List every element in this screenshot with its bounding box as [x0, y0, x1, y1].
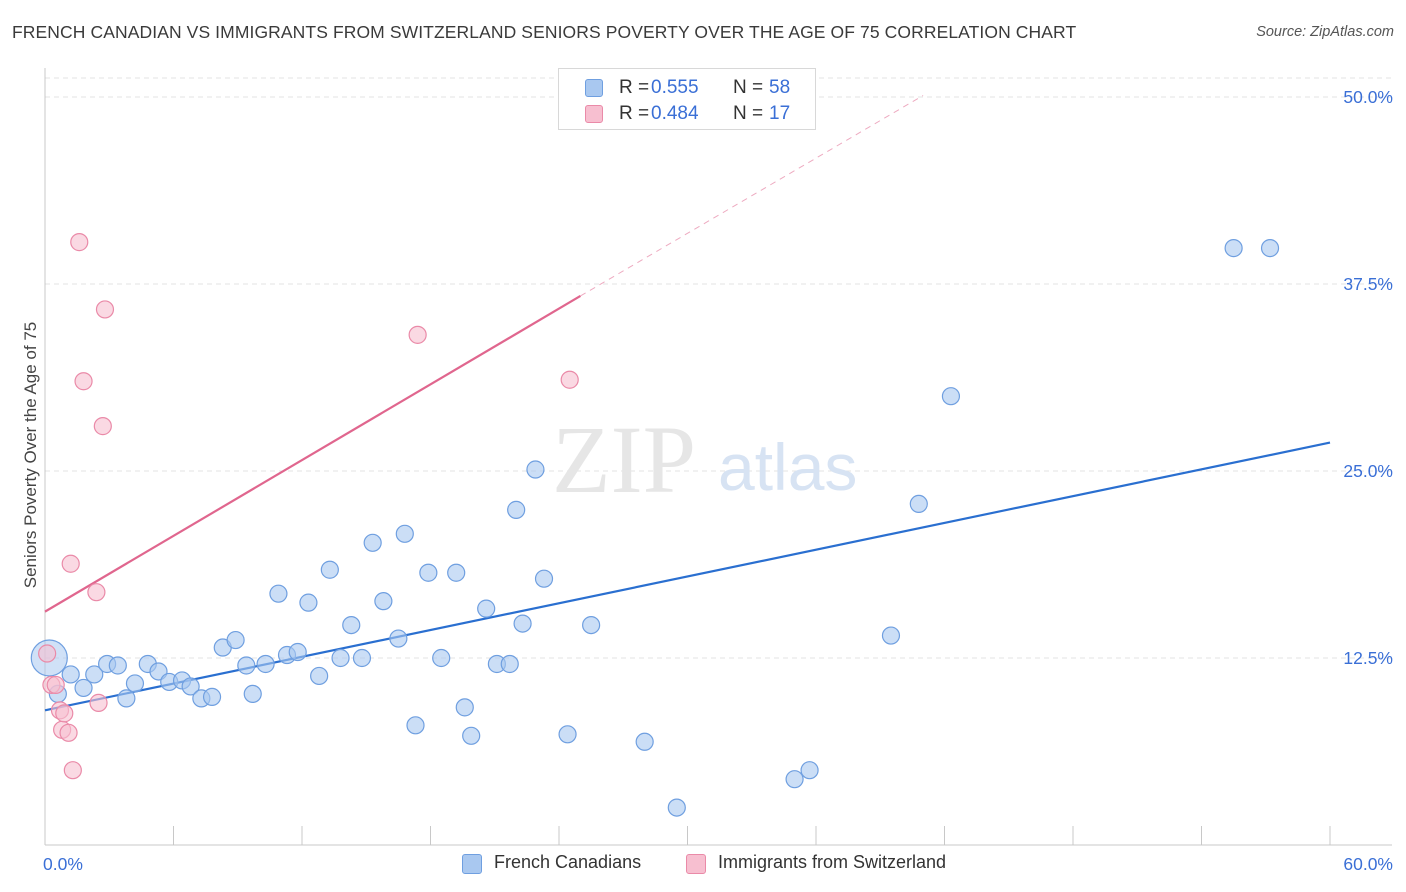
r-label: R = [619, 77, 650, 98]
data-point [95, 300, 115, 319]
watermark-zip: ZIP [552, 406, 696, 513]
data-point [909, 494, 928, 514]
legend-swatch-blue [585, 79, 603, 97]
data-point [125, 674, 145, 693]
data-point [320, 560, 339, 579]
data-point [582, 615, 601, 635]
data-point [85, 665, 104, 684]
data-point [117, 689, 136, 708]
data-point [1224, 238, 1243, 258]
r-value: 0.555 [651, 77, 699, 98]
trend-line-1 [44, 295, 581, 613]
data-point [363, 533, 382, 552]
data-point [70, 233, 89, 252]
data-points [30, 233, 1280, 817]
y-tick-label: 12.5% [1343, 648, 1393, 668]
n-label: N = [733, 103, 764, 124]
data-point [560, 370, 579, 389]
data-point [202, 687, 222, 706]
n-value: 17 [769, 103, 791, 124]
y-axis-label: Seniors Poverty Over the Age of 75 [21, 322, 40, 588]
trend-lines [44, 95, 1331, 712]
stats-legend: R = 0.555 N = 58 R = 0.484 N = 17 [558, 68, 816, 130]
data-point [389, 629, 408, 648]
y-tick-label: 25.0% [1343, 461, 1393, 481]
data-point [800, 761, 819, 780]
chart-title: FRENCH CANADIAN VS IMMIGRANTS FROM SWITZ… [12, 22, 1077, 42]
data-point [558, 725, 577, 744]
data-point [408, 325, 427, 344]
x-tick-label: 0.0% [43, 854, 83, 874]
r-value: 0.484 [651, 103, 699, 124]
data-point [63, 761, 82, 780]
data-point [881, 626, 901, 645]
trend-line-extension-1 [580, 95, 924, 297]
data-point [256, 654, 275, 674]
data-point [226, 630, 245, 650]
data-point [507, 500, 526, 519]
legend-swatch-pink [585, 105, 603, 123]
data-point [87, 583, 106, 602]
tick-labels: 12.5% 25.0% 37.5% 50.0% 0.0% 60.0% [43, 87, 1393, 874]
legend-label: Immigrants from Switzerland [718, 852, 947, 872]
data-point [1260, 238, 1280, 258]
data-point [74, 678, 93, 698]
data-point [46, 675, 65, 695]
y-tick-label: 50.0% [1343, 87, 1393, 107]
data-point [462, 726, 481, 745]
chart-source: Source: ZipAtlas.com [1256, 24, 1394, 40]
r-label: R = [619, 103, 650, 124]
data-point [61, 554, 80, 573]
data-point [395, 524, 414, 543]
data-point [352, 648, 372, 668]
data-point [93, 417, 112, 436]
data-point [310, 666, 329, 686]
data-point [55, 704, 74, 723]
data-point [269, 584, 288, 603]
watermark: ZIP atlas [552, 406, 857, 513]
data-point [785, 770, 804, 789]
legend-label: French Canadians [494, 852, 642, 872]
data-point [59, 723, 78, 742]
data-point [406, 716, 425, 735]
data-point [38, 644, 57, 663]
data-point [477, 599, 496, 618]
watermark-atlas: atlas [718, 430, 857, 504]
n-label: N = [733, 77, 764, 98]
data-point [61, 665, 80, 684]
x-tick-label: 60.0% [1343, 854, 1393, 874]
data-point [941, 387, 961, 406]
data-point [432, 648, 451, 668]
legend-swatch-pink [686, 854, 706, 874]
data-point [243, 684, 262, 704]
data-point [342, 615, 361, 635]
data-point [181, 677, 200, 696]
data-point [299, 593, 318, 612]
data-point [237, 656, 256, 675]
data-point [534, 569, 554, 588]
data-point [419, 563, 438, 582]
axes [44, 68, 1392, 846]
data-point [74, 372, 93, 391]
data-point [667, 798, 686, 817]
data-point [455, 698, 474, 717]
data-point [447, 563, 466, 582]
n-value: 58 [769, 77, 791, 98]
data-point [331, 648, 350, 668]
data-point [635, 732, 654, 751]
data-point [288, 642, 307, 662]
data-point [526, 460, 545, 479]
data-point [374, 592, 393, 611]
y-tick-label: 37.5% [1343, 274, 1393, 294]
data-point [89, 693, 108, 712]
data-point [513, 614, 532, 633]
data-point [500, 654, 519, 674]
legend-swatch-blue [462, 854, 482, 874]
data-point [108, 656, 127, 675]
